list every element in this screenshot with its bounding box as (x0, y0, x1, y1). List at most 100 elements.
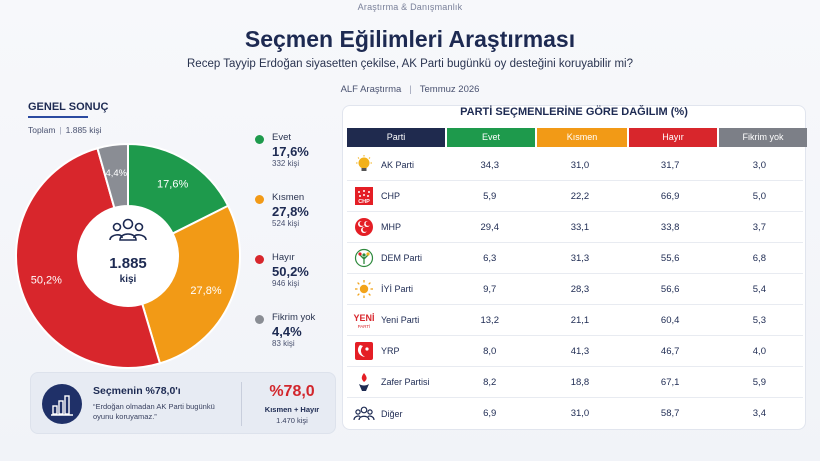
cell-kismen: 18,8 (570, 376, 590, 388)
cell-party: DEM Parti (347, 248, 444, 268)
table-row: İYİ Parti 9,7 28,3 56,6 5,4 (347, 274, 803, 305)
cell-hayir: 67,1 (660, 376, 680, 388)
legend-dot (255, 195, 264, 204)
total-label: Toplam (28, 125, 56, 135)
legend-name: Fikrim yok (272, 312, 316, 323)
cell-kismen: 31,3 (570, 252, 590, 264)
legend-item-evet: Evet 17,6% 332 kişi (255, 131, 345, 191)
legend-name: Hayır (272, 252, 295, 263)
cell-kismen: 31,0 (570, 159, 590, 171)
cell-kismen: 21,1 (570, 314, 590, 326)
cell-fikrim-yok: 3,7 (752, 221, 766, 233)
party-name: İYİ Parti (381, 284, 414, 294)
meta-separator: | (409, 84, 412, 95)
table-row: Diğer 6,9 31,0 58,7 3,4 (347, 398, 803, 429)
donut-label-fikrim-yok: 4,4% (105, 168, 127, 179)
total-separator: | (59, 125, 62, 135)
cell-evet: 13,2 (480, 314, 499, 326)
cell-fikrim-yok: 5,3 (752, 314, 766, 326)
yrp-logo-icon (353, 341, 375, 361)
cell-evet: 8,0 (483, 345, 497, 357)
table-row: Zafer Partisi 8,2 18,8 67,1 5,9 (347, 367, 803, 398)
cell-hayir: 31,7 (660, 159, 680, 171)
table-row: AK Parti 34,3 31,0 31,7 3,0 (347, 150, 803, 181)
column-header-kismen: Kısmen (537, 128, 627, 147)
column-header-party: Parti (347, 128, 445, 147)
cell-party: Diğer (347, 404, 444, 424)
donut-label-hayır: 50,2% (31, 275, 62, 287)
legend-dot (255, 255, 264, 264)
people-group-icon (353, 404, 375, 424)
table-row: YRP 8,0 41,3 46,7 4,0 (347, 336, 803, 367)
yeni-parti-logo-icon: YENİ PARTİ (353, 310, 375, 330)
cell-party: Zafer Partisi (347, 372, 444, 392)
cell-hayir: 46,7 (660, 345, 680, 357)
callout-quote: “Erdoğan olmadan AK Parti bugünkü oyunu … (93, 402, 215, 421)
cell-party: AK Parti (347, 155, 444, 175)
bar-chart-icon (42, 384, 82, 424)
column-header-evet: Evet (447, 128, 535, 147)
table-row: YENİ PARTİ Yeni Parti 13,2 21,1 60,4 5,3 (347, 305, 803, 336)
cell-party: YRP (347, 341, 444, 361)
donut-center-unit: kişi (120, 274, 137, 285)
brand-tagline: Araştırma & Danışmanlık (357, 2, 463, 12)
legend-name: Kısmen (272, 192, 305, 203)
party-name: AK Parti (381, 160, 415, 170)
mhp-crescents-icon (353, 217, 375, 237)
cell-party: MHP (347, 217, 444, 237)
cell-fikrim-yok: 3,0 (752, 159, 766, 171)
cell-fikrim-yok: 6,8 (752, 252, 766, 264)
akparti-bulb-icon (353, 155, 375, 175)
party-name: YRP (381, 346, 400, 356)
svg-text:PARTİ: PARTİ (358, 323, 371, 329)
cell-evet: 9,7 (483, 283, 497, 295)
total-value: 1.885 kişi (65, 125, 102, 135)
cell-evet: 29,4 (480, 221, 499, 233)
people-group-icon (109, 218, 147, 241)
cell-hayir: 33,8 (660, 221, 680, 233)
legend-count: 946 kişi (272, 279, 300, 288)
chp-logo-icon: CHP (353, 186, 375, 206)
cell-kismen: 41,3 (570, 345, 590, 357)
legend-percent: 17,6% (272, 144, 309, 159)
source-meta: ALF Araştırma | Temmuz 2026 (0, 84, 820, 95)
cell-hayir: 66,9 (660, 190, 680, 202)
party-name: Zafer Partisi (381, 377, 430, 387)
legend-percent: 50,2% (272, 264, 309, 279)
cell-hayir: 60,4 (660, 314, 680, 326)
legend-item-hayır: Hayır 50,2% 946 kişi (255, 251, 345, 311)
cell-party: YENİ PARTİ Yeni Parti (347, 310, 444, 330)
page-subtitle: Recep Tayyip Erdoğan siyasetten çekilse,… (187, 58, 633, 70)
svg-text:CHP: CHP (358, 199, 370, 205)
table-header: Parti Evet Kısmen Hayır Fikrim yok (347, 128, 807, 147)
source-date: Temmuz 2026 (419, 84, 480, 95)
cell-fikrim-yok: 5,4 (752, 283, 766, 295)
cell-kismen: 22,2 (570, 190, 590, 202)
legend-count: 524 kişi (272, 219, 300, 228)
callout-big-value: %78,0 (269, 383, 315, 400)
cell-party: İYİ Parti (347, 279, 444, 299)
party-table-panel (342, 105, 806, 430)
summary-donut-chart: 1.885 kişi 17,6% 27,8% 50,2% 4,4% (14, 142, 241, 369)
dem-tree-icon (353, 248, 375, 268)
cell-kismen: 28,3 (570, 283, 590, 295)
table-row: CHP CHP 5,9 22,2 66,9 5,0 (347, 181, 803, 212)
page-title: Seçmen Eğilimleri Araştırması (244, 26, 576, 52)
cell-evet: 34,3 (480, 159, 499, 171)
legend-name: Evet (272, 132, 292, 143)
donut-legend: Evet 17,6% 332 kişi Kısmen 27,8% 524 kişi Hayı… (255, 131, 345, 371)
cell-fikrim-yok: 3,4 (752, 408, 766, 419)
donut-label-evet: 17,6% (157, 179, 188, 191)
column-header-hayir: Hayır (629, 128, 717, 147)
donut-center-value: 1.885 (109, 255, 147, 272)
donut-slices (14, 142, 241, 369)
cell-evet: 5,9 (483, 190, 497, 202)
legend-dot (255, 315, 264, 324)
cell-evet: 6,9 (483, 408, 497, 419)
cell-kismen: 31,0 (570, 408, 590, 419)
table-row: MHP 29,4 33,1 33,8 3,7 (347, 212, 803, 243)
source-org: ALF Araştırma (340, 84, 402, 95)
legend-percent: 4,4% (272, 324, 302, 339)
donut-label-kısmen: 27,8% (190, 285, 221, 297)
party-name: CHP (381, 191, 401, 201)
